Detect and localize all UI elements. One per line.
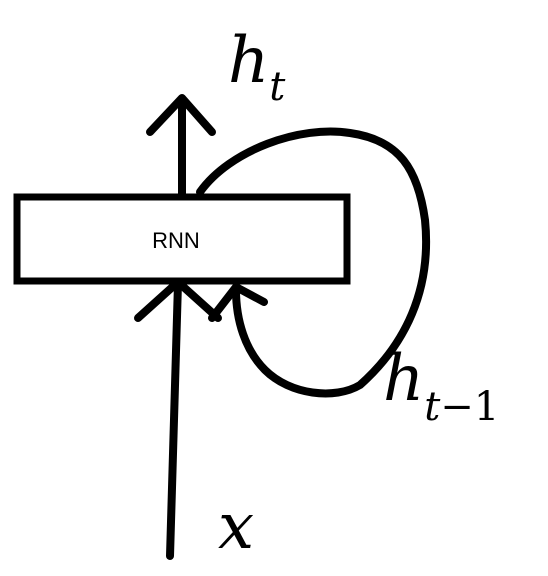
recurrent-loop-head (208, 283, 268, 322)
input-label-x: x (218, 490, 254, 564)
input-arrow (134, 278, 222, 560)
recurrent-loop-arrow (196, 127, 430, 398)
recurrent-label-subscript-rest: −1 (440, 384, 499, 430)
output-label-subscript: t (269, 64, 286, 110)
rnn-box (13, 193, 351, 285)
rnn-cell: RNN (13, 193, 351, 285)
output-arrow-head (146, 94, 216, 136)
output-arrow (146, 94, 216, 202)
input-arrow-shaft (166, 279, 182, 560)
output-label-ht: ht (228, 24, 286, 110)
rnn-label: RNN (152, 228, 200, 253)
recurrent-loop-path (196, 127, 430, 398)
recurrent-label-ht-1: ht−1 (383, 342, 499, 430)
output-label-base: h (228, 24, 269, 98)
recurrent-label-subscript-var: t (424, 384, 441, 430)
recurrent-label-base: h (383, 342, 424, 416)
